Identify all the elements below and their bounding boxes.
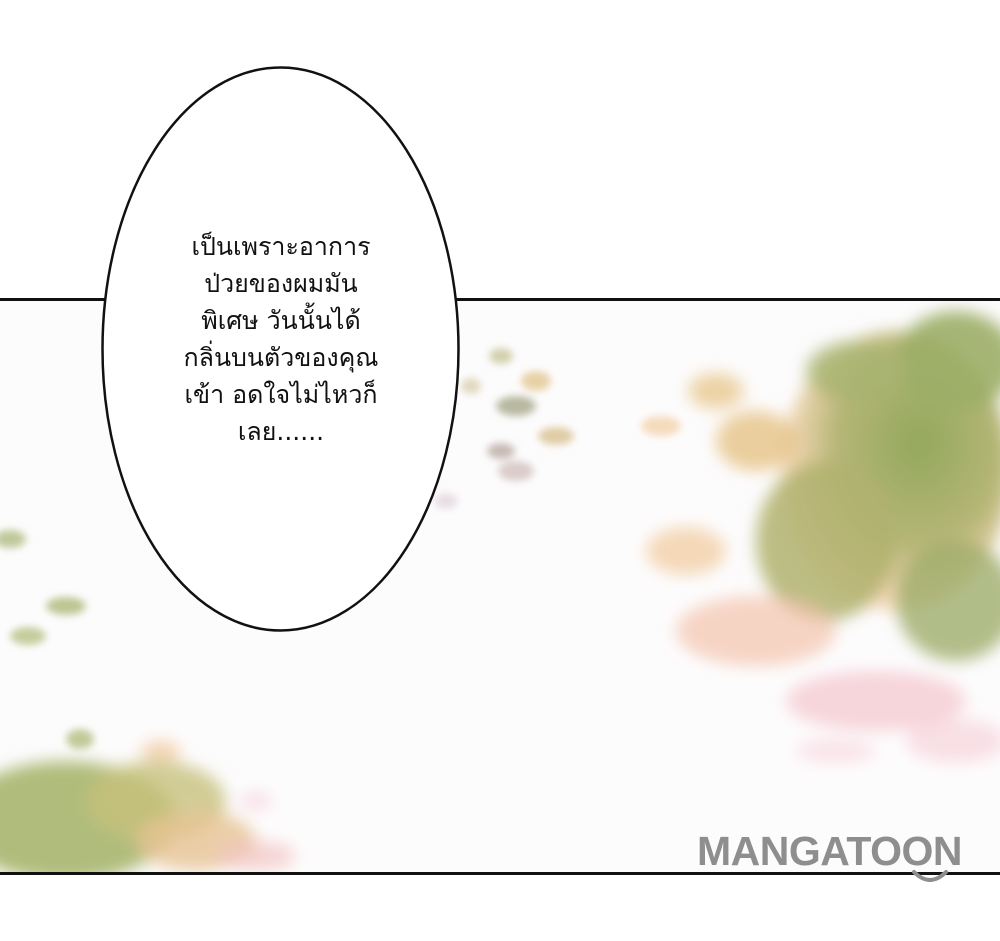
foliage-illustration [0, 311, 1000, 872]
smile-icon [912, 870, 948, 882]
speech-bubble-text: เป็นเพราะอาการ ป่วยของผมมัน พิเศษ วันนั้… [183, 232, 379, 446]
watermark-text: MANGATOON [697, 828, 963, 874]
background-panel [0, 298, 1000, 875]
speech-bubble [101, 66, 460, 632]
mangatoon-watermark: MANGATOON [697, 826, 1000, 892]
